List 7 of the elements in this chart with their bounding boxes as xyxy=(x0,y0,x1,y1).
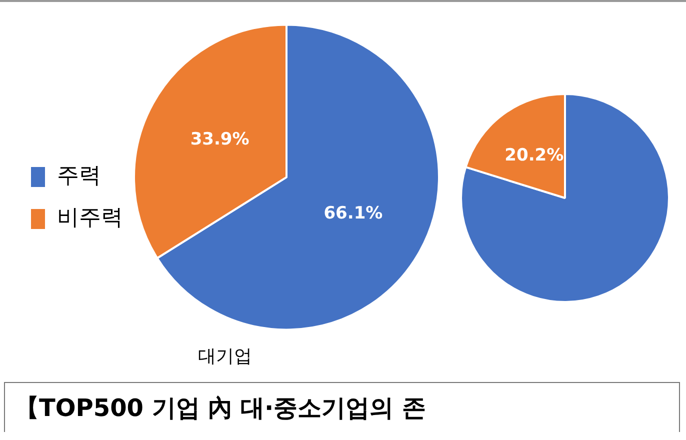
legend-label: 주력 xyxy=(57,164,101,189)
text: 【TOP500 기업 內 대·중소기업의 존 xyxy=(4,382,680,432)
data-label: 66.1% xyxy=(324,204,383,224)
data-label: 33.9% xyxy=(190,130,250,150)
data-label: 20.2% xyxy=(504,146,564,166)
legend-label: 비주력 xyxy=(57,206,123,231)
text: 대기업 xyxy=(198,346,252,367)
